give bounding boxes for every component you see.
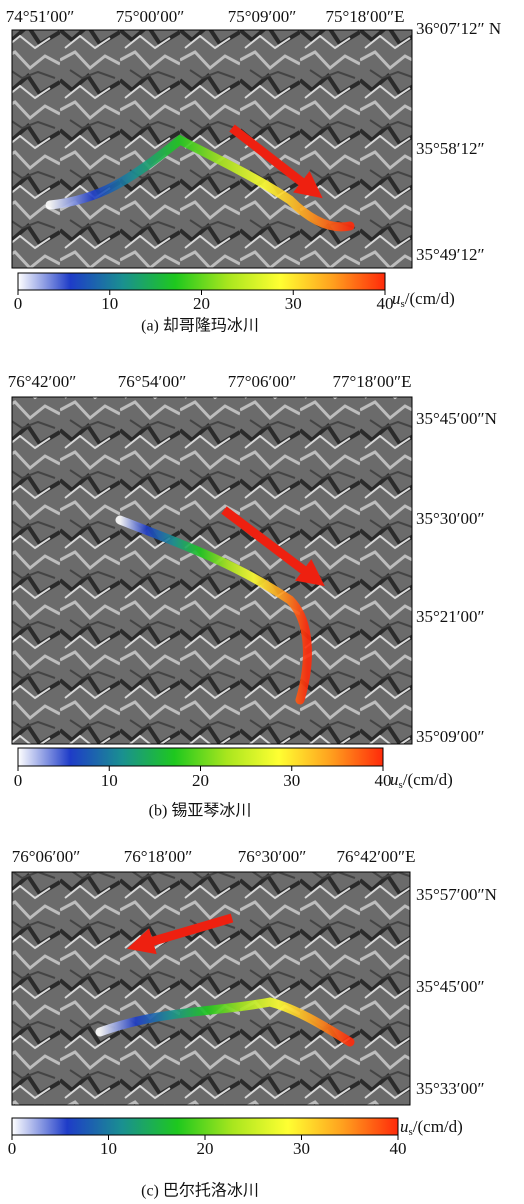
latitude-label: 35°33′00″	[416, 1079, 485, 1098]
longitude-label: 74°51′00″	[6, 7, 75, 26]
colorbar-tick-label: 30	[283, 771, 300, 790]
latitude-label: 35°57′00″N	[416, 885, 497, 904]
colorbar-tick-label: 30	[293, 1139, 310, 1158]
map-panel: 76°06′00″76°18′00″76°30′00″76°42′00″E35°…	[8, 847, 497, 1200]
longitude-label: 75°09′00″	[228, 7, 297, 26]
figure: 74°51′00″ 75°00′00″ 75°09′00″ 75°18′00″E 36°…	[0, 0, 524, 1204]
unit-label: us/(cm/d)	[390, 770, 453, 791]
unit-text: /(cm/d)	[405, 289, 455, 308]
longitude-label: 75°00′00″	[116, 7, 185, 26]
colorbar-tick-label: 20	[197, 1139, 214, 1158]
unit-text: /(cm/d)	[413, 1117, 463, 1136]
longitude-label: 76°42′00″E	[337, 847, 416, 866]
latitude-label: 35°49′12″	[416, 245, 485, 264]
longitude-label: 76°06′00″	[12, 847, 81, 866]
colorbar-tick-label: 40	[390, 1139, 407, 1158]
colorbar-tick-label: 40	[375, 771, 392, 790]
shaded-relief	[12, 397, 412, 744]
colorbar-tick-label: 0	[14, 294, 23, 313]
latitude-label: 35°30′00″	[416, 509, 485, 528]
shaded-relief	[12, 872, 410, 1105]
latitude-label: 35°45′00″	[416, 977, 485, 996]
colorbar-tick-label: 30	[285, 294, 302, 313]
longitude-label: 77°06′00″	[228, 372, 297, 391]
unit-label: us/(cm/d)	[392, 289, 455, 310]
latitude-label: 35°45′00″N	[416, 409, 497, 428]
colorbar	[12, 1118, 398, 1135]
colorbar-tick-label: 10	[101, 771, 118, 790]
longitude-label: 76°42′00″	[8, 372, 77, 391]
colorbar-tick-label: 20	[193, 294, 210, 313]
map-panel: 76°42′00″76°54′00″77°06′00″77°18′00″E35°…	[8, 372, 497, 820]
latitude-label: 35°09′00″	[416, 727, 485, 746]
longitude-label: 76°54′00″	[118, 372, 187, 391]
colorbar-tick-label: 0	[8, 1139, 17, 1158]
longitude-label: 75°18′00″E	[326, 7, 405, 26]
colorbar-tick-label: 10	[100, 1139, 117, 1158]
caption: (a) 却哥隆玛冰川	[141, 317, 259, 335]
unit-symbol: u	[392, 289, 401, 308]
unit-label: us/(cm/d)	[400, 1117, 463, 1138]
colorbar-tick-label: 0	[14, 771, 23, 790]
unit-symbol: u	[390, 770, 399, 789]
unit-symbol: u	[400, 1117, 409, 1136]
map-panel: 74°51′00″ 75°00′00″ 75°09′00″ 75°18′00″E 36°…	[6, 7, 501, 335]
latitude-label: 35°58′12″	[416, 139, 485, 158]
colorbar-tick-label: 40	[377, 294, 394, 313]
colorbar-tick-label: 10	[101, 294, 118, 313]
unit-text: /(cm/d)	[403, 770, 453, 789]
longitude-label: 76°18′00″	[124, 847, 193, 866]
caption: (b) 锡亚琴冰川	[149, 802, 252, 820]
longitude-label: 76°30′00″	[238, 847, 307, 866]
colorbar	[18, 273, 385, 290]
colorbar-tick-label: 20	[192, 771, 209, 790]
longitude-label: 77°18′00″E	[333, 372, 412, 391]
latitude-label: 35°21′00″	[416, 607, 485, 626]
colorbar	[18, 748, 383, 766]
shaded-relief	[12, 30, 412, 268]
latitude-label: 36°07′12″ N	[416, 19, 501, 38]
caption: (c) 巴尔托洛冰川	[141, 1182, 259, 1200]
